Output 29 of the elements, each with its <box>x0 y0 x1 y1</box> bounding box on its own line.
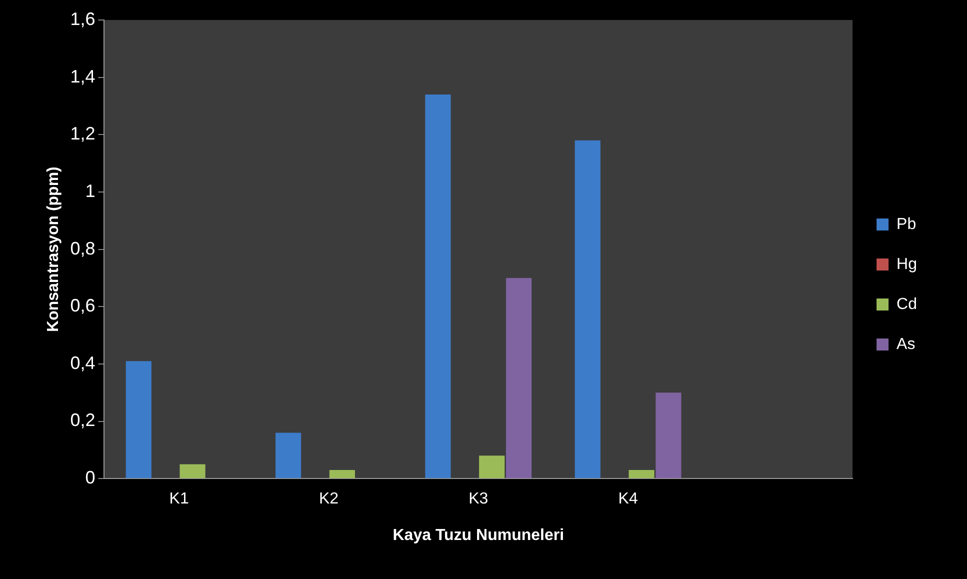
bar <box>126 361 152 478</box>
y-tick-label: 1 <box>85 180 96 201</box>
y-tick-label: 1,4 <box>70 66 96 86</box>
legend-label: Cd <box>896 296 917 313</box>
bar <box>506 278 532 478</box>
legend-label: As <box>896 336 916 353</box>
bar <box>329 470 355 478</box>
bar <box>180 464 206 478</box>
bar <box>276 432 302 478</box>
y-tick-label: 1,2 <box>70 124 96 144</box>
legend-label: Pb <box>896 216 916 233</box>
y-tick-label: 0,4 <box>70 352 96 373</box>
y-tick-label: 0,2 <box>70 410 96 430</box>
x-axis-title: Kaya Tuzu Numuneleri <box>392 526 564 544</box>
bar <box>574 140 600 478</box>
y-tick-label: 0,6 <box>70 296 96 316</box>
y-tick-label: 1,6 <box>70 8 96 29</box>
x-tick-label: K4 <box>618 490 638 508</box>
legend-label: Hg <box>896 256 917 273</box>
x-tick-label: K1 <box>169 490 189 508</box>
bar <box>425 94 451 478</box>
y-tick-label: 0 <box>85 468 96 488</box>
y-tick-label: 0,8 <box>70 238 96 258</box>
x-tick-label: K2 <box>318 490 339 508</box>
bar <box>479 456 505 478</box>
bar <box>628 470 654 478</box>
y-axis-title: Konsantrasyon (ppm) <box>45 166 62 332</box>
bar <box>656 392 682 478</box>
x-tick-label: K3 <box>468 490 488 508</box>
